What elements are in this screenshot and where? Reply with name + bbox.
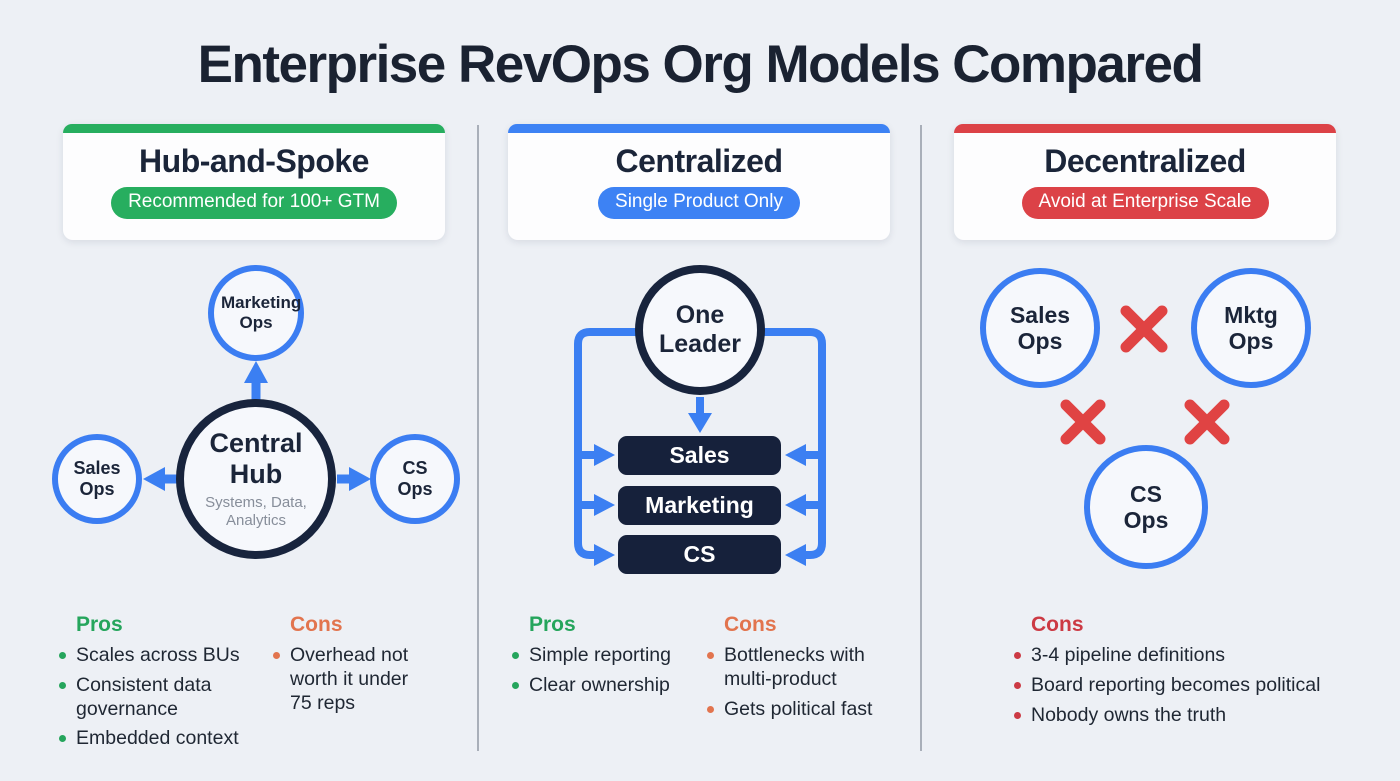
cons-heading: Cons [290,613,343,636]
column-badge: Single Product Only [598,187,800,219]
list-item: Nobody owns the truth [1014,704,1361,728]
dept-box-cs: CS [618,535,781,574]
column-title: Decentralized [1044,143,1246,179]
node-label: Mktg Ops [1224,301,1278,354]
disconnect-x-marks [1060,305,1230,445]
node-sales-ops: Sales Ops [980,268,1100,388]
list-item: Gets political fast [707,698,889,722]
node-sales-ops: Sales Ops [52,434,142,524]
pros-list-hub-and-spoke: Pros Scales across BUs Consistent data g… [59,613,276,757]
column-card-centralized: Centralized Single Product Only [508,124,890,240]
page-title: Enterprise RevOps Org Models Compared [197,35,1204,94]
column-title: Centralized [615,143,783,179]
pros-heading: Pros [76,613,123,636]
node-label: Marketing Ops [221,293,302,332]
cons-list-centralized: Cons Bottlenecks with multi-product Gets… [707,613,889,727]
column-badge: Recommended for 100+ GTM [111,187,397,219]
pros-heading: Pros [529,613,576,636]
hub-spoke-arrows [143,361,371,491]
list-item: Overhead not worth it under 75 reps [273,644,430,715]
column-card-decentralized: Decentralized Avoid at Enterprise Scale [954,124,1336,240]
cons-heading: Cons [724,613,777,636]
node-marketing-ops: Marketing Ops [208,265,304,361]
accent-bar-green [63,124,445,133]
centralized-arrows [574,328,826,566]
decentralized-diagram: Sales Ops Mktg Ops CS Ops [940,255,1400,605]
column-divider [477,125,479,751]
centralized-diagram: One Leader Sales Marketing CS [490,255,910,605]
node-label: One Leader [659,301,741,358]
list-item: Bottlenecks with multi-product [707,644,889,692]
node-label: CS Ops [397,458,433,499]
node-cs-ops: CS Ops [370,434,460,524]
list-item: Board reporting becomes political [1014,674,1361,698]
list-item: Simple reporting [512,644,719,668]
list-item: Clear ownership [512,674,719,698]
column-card-hub-and-spoke: Hub-and-Spoke Recommended for 100+ GTM [63,124,445,240]
list-item: Embedded context [59,727,276,751]
accent-bar-blue [508,124,890,133]
node-cs-ops: CS Ops [1084,445,1208,569]
hub-and-spoke-diagram: Marketing Ops Sales Ops CS Ops Central H… [40,255,480,605]
cons-list-hub-and-spoke: Cons Overhead not worth it under 75 reps [273,613,430,721]
node-label: Sales Ops [73,458,121,499]
node-one-leader: One Leader [635,265,765,395]
cons-list-decentralized: Cons 3-4 pipeline definitions Board repo… [1014,613,1361,733]
column-badge: Avoid at Enterprise Scale [1021,187,1269,219]
node-label: Sales Ops [1009,301,1071,354]
hub-subtitle: Systems, Data, Analytics [205,494,307,530]
column-title: Hub-and-Spoke [139,143,369,179]
hub-title: Central Hub [209,427,303,489]
list-item: Scales across BUs [59,644,276,668]
node-mktg-ops: Mktg Ops [1191,268,1311,388]
cons-heading: Cons [1031,613,1084,636]
list-item: 3-4 pipeline definitions [1014,644,1361,668]
pros-list-centralized: Pros Simple reporting Clear ownership [512,613,719,704]
node-central-hub: Central Hub Systems, Data, Analytics [176,399,336,559]
list-item: Consistent data governance [59,674,276,722]
node-label: CS Ops [1123,480,1169,533]
dept-box-sales: Sales [618,436,781,475]
accent-bar-red [954,124,1336,133]
dept-box-marketing: Marketing [618,486,781,525]
column-divider [920,125,922,751]
